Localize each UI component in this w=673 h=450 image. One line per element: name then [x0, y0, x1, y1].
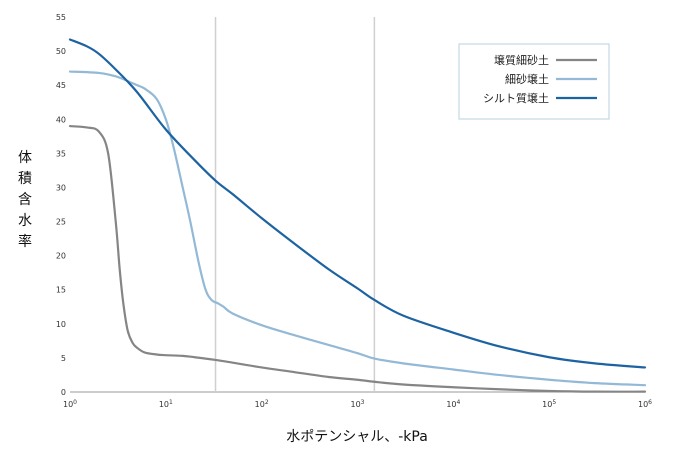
series-line-1	[68, 124, 647, 393]
legend-label-3: シルト質壌土	[483, 91, 549, 105]
y-tick-label: 25	[56, 218, 66, 227]
x-tick-label: 104	[446, 399, 460, 409]
legend-box	[458, 43, 610, 120]
x-tick-label: 106	[638, 399, 652, 409]
y-tick-label: 5	[61, 354, 66, 363]
y-tick-label: 20	[56, 252, 66, 261]
legend-label-1: 壌質細砂土	[494, 53, 549, 67]
y-tick-label: 15	[56, 286, 66, 295]
series-line-2	[68, 70, 647, 387]
x-tick-label: 101	[159, 399, 173, 409]
series-lines	[68, 38, 647, 393]
y-tick-labels: 0 5 10 15 20 25 30 35 40 45 50 55	[56, 13, 66, 397]
x-tick-label: 105	[542, 399, 556, 409]
x-axis-title: 水ポテンシャル、-kPa	[286, 429, 428, 445]
y-tick-label: 30	[56, 183, 66, 192]
y-tick-label: 55	[56, 13, 66, 22]
x-tick-label: 102	[255, 399, 269, 409]
reference-lines	[214, 17, 376, 392]
x-tick-label: 103	[350, 399, 364, 409]
series-line-3	[68, 38, 647, 369]
x-tick-labels: 100 101 102 103 104 105 106	[63, 399, 652, 409]
y-tick-label: 45	[56, 81, 66, 90]
y-tick-label: 0	[61, 388, 66, 397]
y-tick-label: 10	[56, 320, 66, 329]
y-axis-title: 体積含水率	[18, 150, 32, 250]
legend-label-2: 細砂壌土	[505, 73, 549, 86]
y-tick-label: 35	[56, 149, 66, 158]
y-tick-label: 50	[56, 47, 66, 56]
y-tick-label: 40	[56, 115, 66, 124]
x-tick-label: 100	[63, 399, 77, 409]
